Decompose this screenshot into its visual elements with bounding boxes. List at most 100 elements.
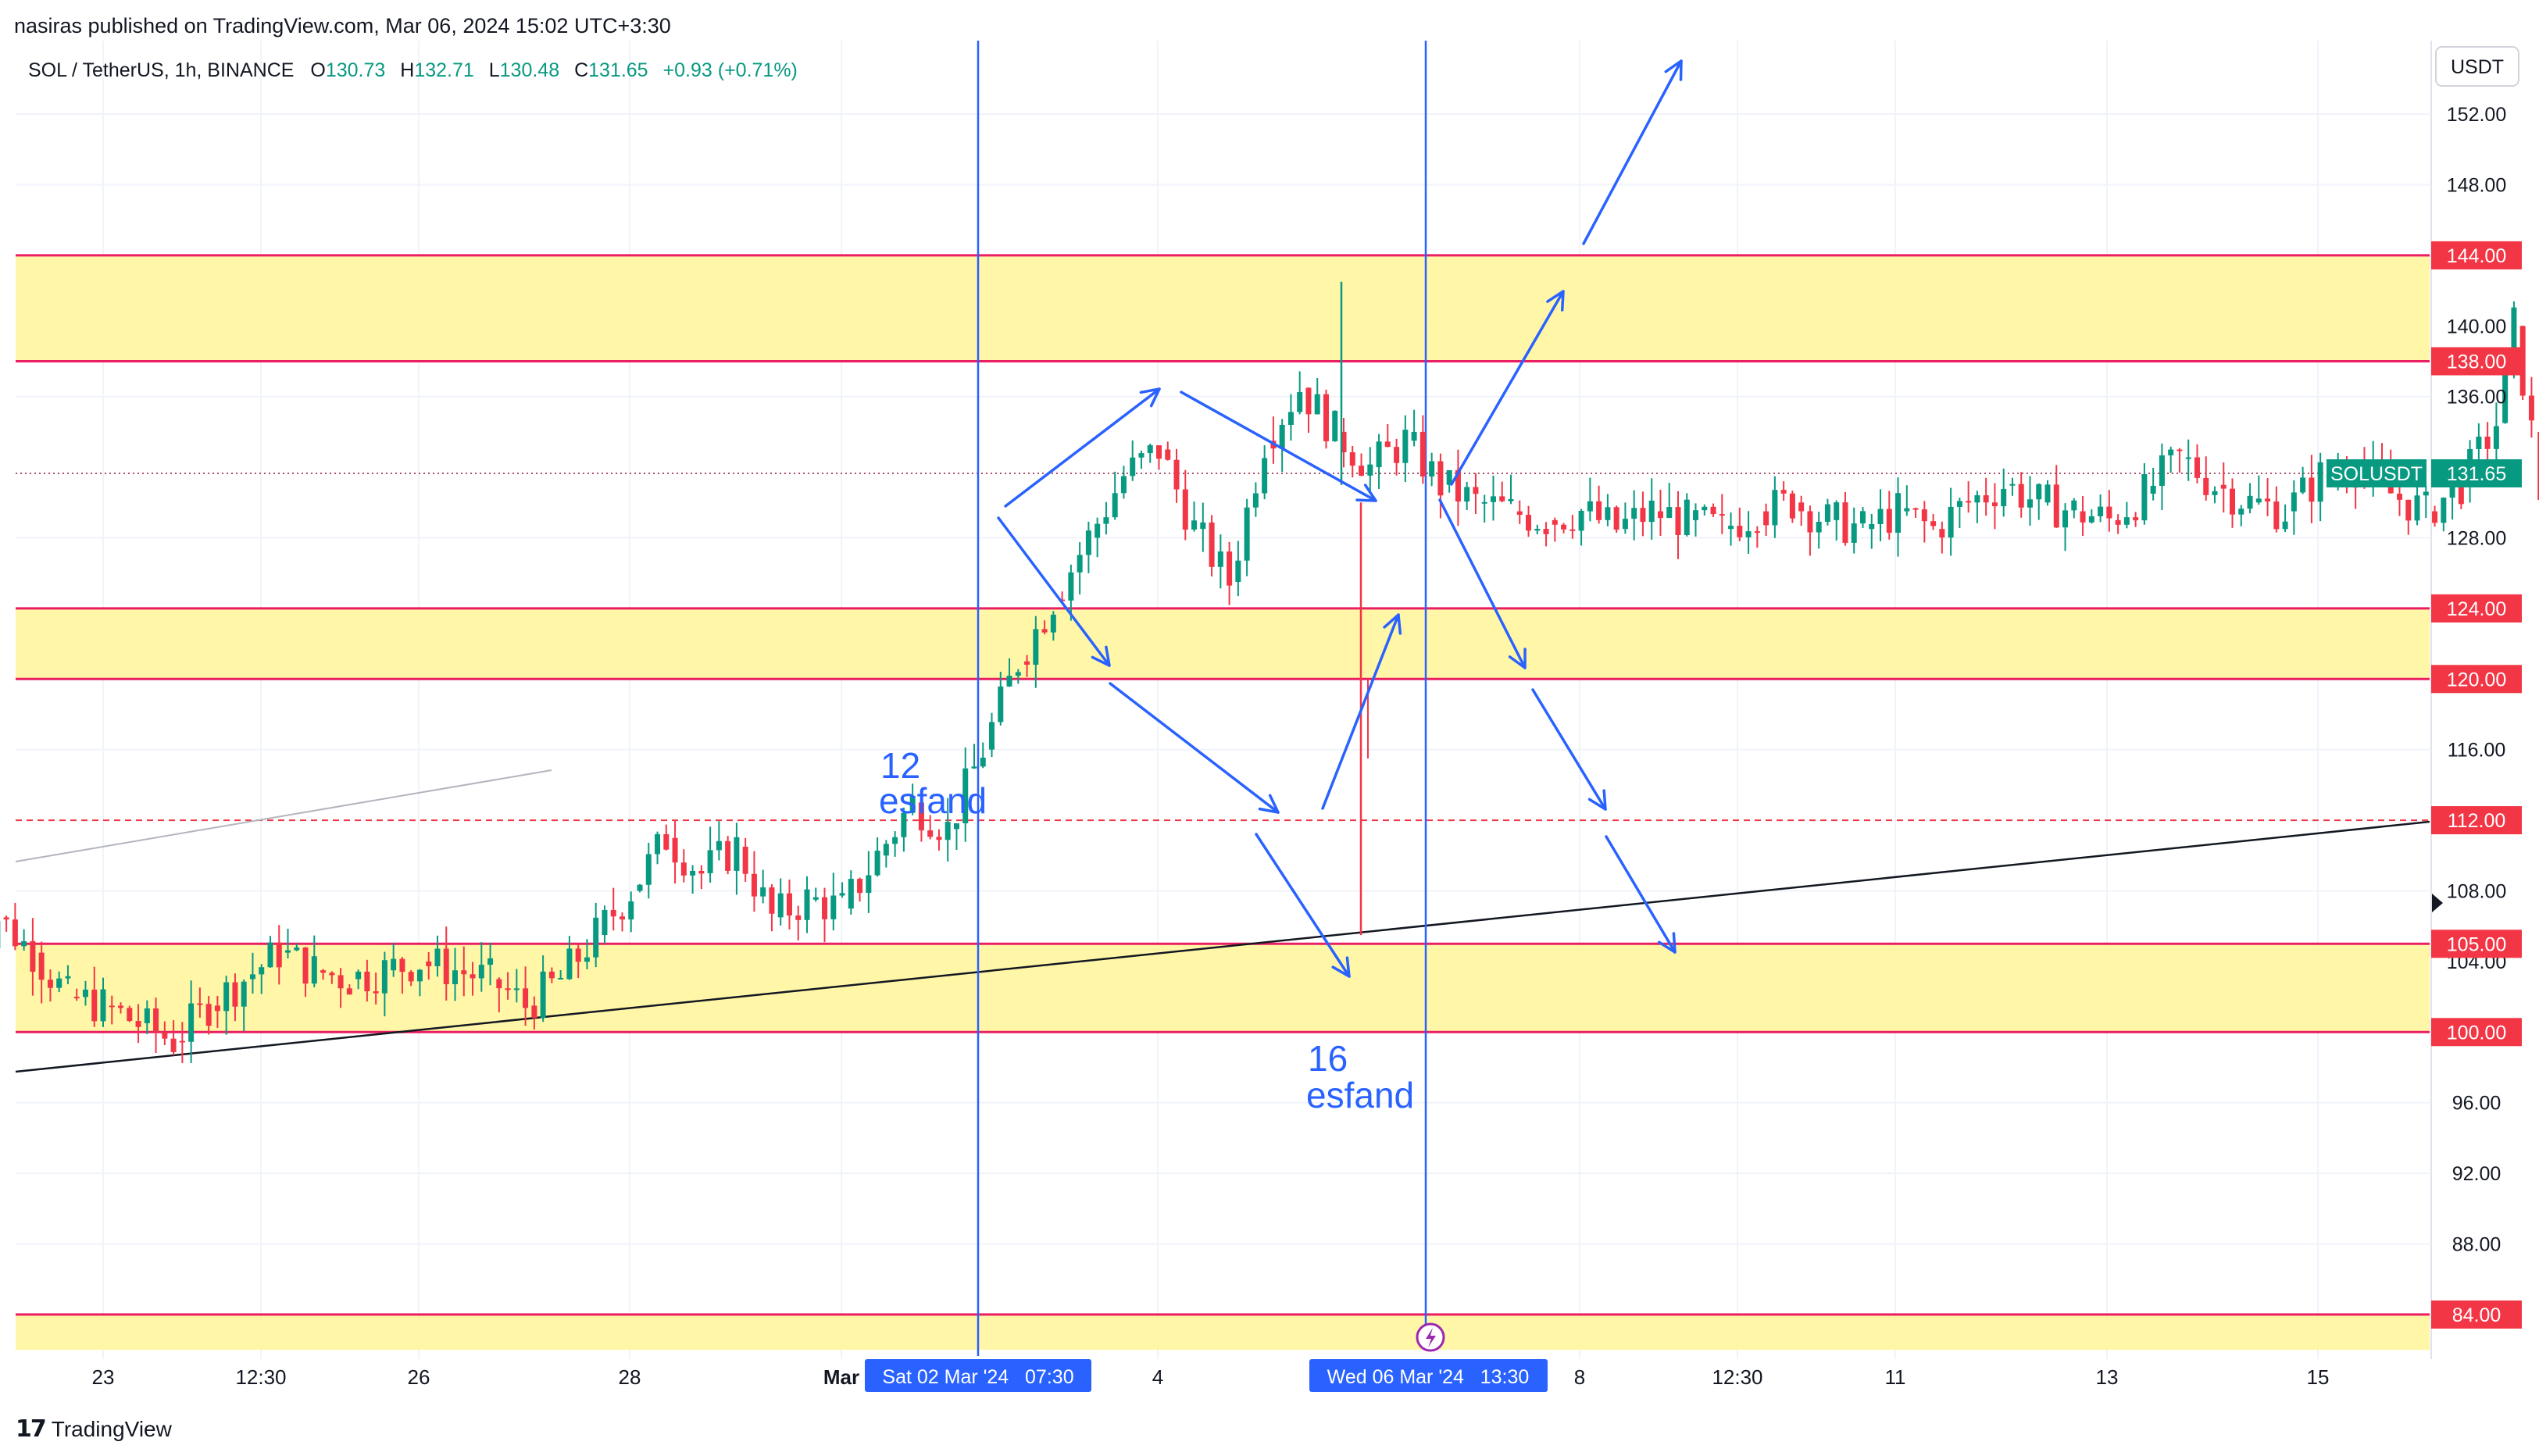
candle-body <box>751 873 757 897</box>
level-price-labels: 144.00 138.00 124.00 120.00 112.00 105.00 100.… <box>2431 241 2522 1329</box>
projection-arrow-head <box>1657 932 1677 954</box>
candle-body <box>1772 490 1778 526</box>
level-tag <box>2431 1018 2522 1047</box>
candle-body <box>1780 490 1787 494</box>
candle-body <box>2423 491 2429 496</box>
candle-body <box>1384 441 1391 448</box>
candle-body <box>1816 522 1822 533</box>
candle-body <box>1895 493 1902 534</box>
highlighted-date-label-1: Sat 02 Mar '24 07:30 <box>882 1366 1073 1388</box>
candle-body <box>909 795 916 813</box>
candle-body <box>962 768 969 824</box>
grid-lines <box>16 41 2430 1359</box>
price-axis[interactable]: 152.00 148.00 140.00 136.00 128.00 116.00 108.… <box>2447 104 2506 1255</box>
candle-body <box>1279 424 1285 449</box>
projection-arrow <box>1180 391 1377 502</box>
level-tag <box>2431 241 2522 269</box>
candle-body <box>2098 506 2104 516</box>
candle-body <box>443 948 449 984</box>
projection-arrow <box>1450 290 1565 486</box>
candle-body <box>1262 458 1268 494</box>
candle-body <box>830 895 837 919</box>
candle-body <box>426 961 432 966</box>
candle-body <box>1657 511 1663 519</box>
candle-body <box>2493 426 2499 449</box>
currency-button[interactable]: USDT <box>2435 46 2519 87</box>
candle-body <box>584 957 590 962</box>
candle-body <box>2414 495 2420 521</box>
level-tag <box>2431 806 2522 835</box>
candle-body <box>1287 412 1294 425</box>
candle-body <box>2062 510 2069 528</box>
candle-body <box>214 1005 220 1012</box>
projection-arrows <box>997 59 1683 978</box>
time-tick-label: 4 <box>1152 1365 1163 1389</box>
price-tick-label: 152.00 <box>2447 104 2506 126</box>
candle-body <box>1763 511 1769 526</box>
projection-arrow-head <box>1383 613 1402 635</box>
candle-body <box>2141 474 2148 521</box>
level-tag-label: 120.00 <box>2447 669 2506 691</box>
candle-body <box>734 837 740 871</box>
candle-body <box>2519 326 2526 396</box>
candle-body <box>531 1005 537 1019</box>
open-value: 130.73 <box>326 59 385 81</box>
candle-body <box>2177 449 2183 451</box>
candle-body <box>478 965 484 979</box>
candle-body <box>1702 506 1708 511</box>
svg-text:SOL / TetherUS, 1h, BINANCE: SOL / TetherUS, 1h, BINANCE O130.73 H132… <box>28 59 798 81</box>
tradingview-footer: 𝟭𝟳 TradingView <box>16 1415 172 1443</box>
candle-body <box>1095 523 1101 538</box>
candle-body <box>2220 484 2227 489</box>
candle-body <box>1429 461 1435 477</box>
candle-body <box>1411 431 1417 441</box>
scroll-right-icon <box>2432 894 2443 912</box>
time-axis[interactable]: 23 12:30 26 28 Mar 4 8 12:30 11 13 15 <box>92 1365 2330 1389</box>
candle-body <box>707 850 713 873</box>
candle-body <box>1569 529 1576 531</box>
lightning-icon[interactable] <box>1416 1322 1445 1352</box>
candle-body <box>2397 493 2403 500</box>
candle-body <box>628 901 634 920</box>
time-tick-label: 12:30 <box>235 1365 286 1389</box>
candle-body <box>953 823 959 830</box>
candle-body <box>1860 511 1866 524</box>
price-tick-label: 148.00 <box>2447 174 2506 196</box>
candle-body <box>12 919 18 947</box>
currency-label: USDT <box>2451 56 2504 78</box>
candle-body <box>760 887 766 897</box>
price-tick-label: 92.00 <box>2452 1163 2502 1185</box>
projection-arrow-head <box>1139 387 1161 408</box>
level-tag <box>2431 665 2522 694</box>
candle-body <box>276 942 282 968</box>
candle-body <box>2441 498 2447 523</box>
candle-body <box>1252 493 1259 508</box>
candle-body <box>1824 504 1830 523</box>
candle-body <box>1006 676 1012 687</box>
candle-body <box>2123 517 2130 525</box>
candle-body <box>548 971 555 979</box>
open-label: O <box>310 59 325 81</box>
candle-body <box>2168 449 2174 455</box>
candle-body <box>241 981 247 1007</box>
candle-body <box>822 897 828 919</box>
zone-band <box>16 608 2430 680</box>
candle-body <box>637 884 643 891</box>
candle-body <box>30 941 36 972</box>
candle-body <box>2238 509 2244 515</box>
candle-body <box>188 1003 195 1042</box>
candle-body <box>883 844 889 856</box>
candle-body <box>1376 441 1382 468</box>
symbol-legend[interactable]: SOL / TetherUS, 1h, BINANCE O130.73 H132… <box>28 59 798 81</box>
level-tag-label: 105.00 <box>2447 933 2506 955</box>
level-tag <box>2431 930 2522 958</box>
candle-body <box>558 977 564 980</box>
candle-body <box>21 941 27 947</box>
low-value: 130.48 <box>500 59 559 81</box>
candle-body <box>1402 430 1409 463</box>
candle-body <box>716 840 722 851</box>
candle-body <box>1930 521 1937 526</box>
projection-arrow-head <box>1091 645 1111 667</box>
candle-body <box>1991 502 1998 507</box>
